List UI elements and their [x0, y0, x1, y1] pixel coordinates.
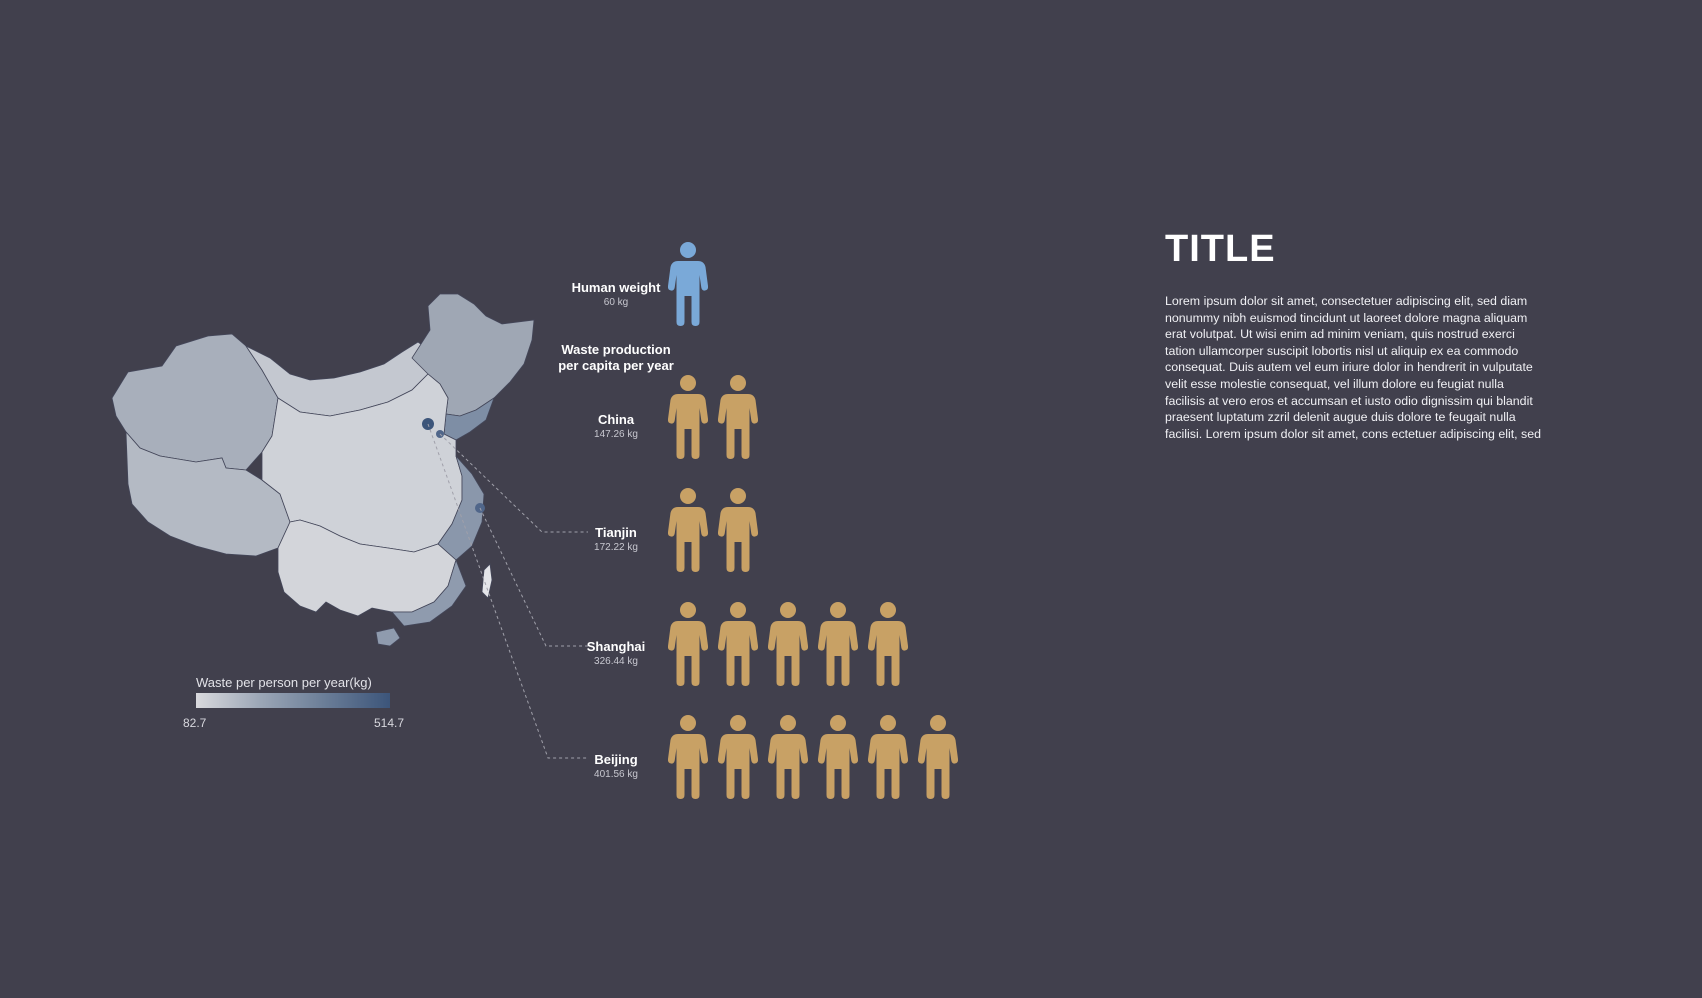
row-label-beijing: Beijing 401.56 kg — [551, 752, 681, 780]
pictogram-rows — [668, 375, 996, 799]
legend-title: Waste per person per year(kg) — [196, 675, 372, 690]
legend-min-value: 82.7 — [183, 716, 207, 730]
section-label-text: Waste production per capita per year — [558, 342, 674, 373]
row-value: 147.26 kg — [594, 429, 638, 440]
body-text: Lorem ipsum dolor sit amet, consectetuer… — [1165, 294, 1542, 441]
row-name: Shanghai — [586, 639, 646, 654]
waste-person-icon — [818, 715, 858, 799]
pictogram-row-tianjin — [668, 488, 803, 572]
row-label-shanghai: Shanghai 326.44 kg — [551, 639, 681, 667]
waste-person-icon — [718, 715, 758, 799]
row-value: 172.22 kg — [594, 542, 638, 553]
waste-person-icon — [718, 375, 758, 459]
human-weight-label: Human weight 60 kg — [551, 280, 681, 308]
row-name: China — [597, 412, 635, 427]
map-region-taiwan — [481, 563, 493, 599]
waste-person-partial-icon — [918, 602, 936, 686]
row-name: Tianjin — [595, 525, 637, 540]
callout-line-shanghai — [479, 507, 588, 647]
human-weight-name: Human weight — [571, 280, 661, 295]
legend-gradient-bar — [196, 693, 390, 708]
waste-person-icon — [768, 602, 808, 686]
waste-person-icon — [818, 602, 858, 686]
human-weight-value: 60 kg — [603, 297, 629, 308]
map-region-hainan — [375, 627, 401, 647]
callout-line-beijing — [427, 423, 588, 759]
pictogram-row-beijing — [668, 715, 996, 799]
pictogram-row-china — [668, 375, 787, 459]
waste-person-partial-icon — [968, 715, 996, 799]
row-value: 326.44 kg — [594, 656, 638, 667]
text-block: TITLE Lorem ipsum dolor sit amet, consec… — [1165, 228, 1545, 442]
row-name: Beijing — [594, 752, 638, 767]
waste-person-icon — [918, 715, 958, 799]
row-value: 401.56 kg — [594, 769, 638, 780]
callout-lines — [427, 423, 588, 759]
section-label: Waste production per capita per year — [551, 342, 681, 374]
waste-person-icon — [868, 715, 908, 799]
waste-person-icon — [768, 715, 808, 799]
page-title: TITLE — [1165, 228, 1276, 270]
waste-person-icon — [718, 602, 758, 686]
legend-max-value: 514.7 — [374, 716, 405, 730]
pictogram-row-shanghai — [668, 602, 936, 686]
row-label-tianjin: Tianjin 172.22 kg — [551, 525, 681, 553]
waste-person-icon — [718, 488, 758, 572]
china-map — [111, 293, 535, 647]
row-label-china: China 147.26 kg — [551, 412, 681, 440]
waste-person-icon — [868, 602, 908, 686]
waste-person-partial-icon — [768, 488, 803, 572]
map-region-guangdong — [391, 558, 467, 627]
waste-person-partial-icon — [768, 375, 787, 459]
